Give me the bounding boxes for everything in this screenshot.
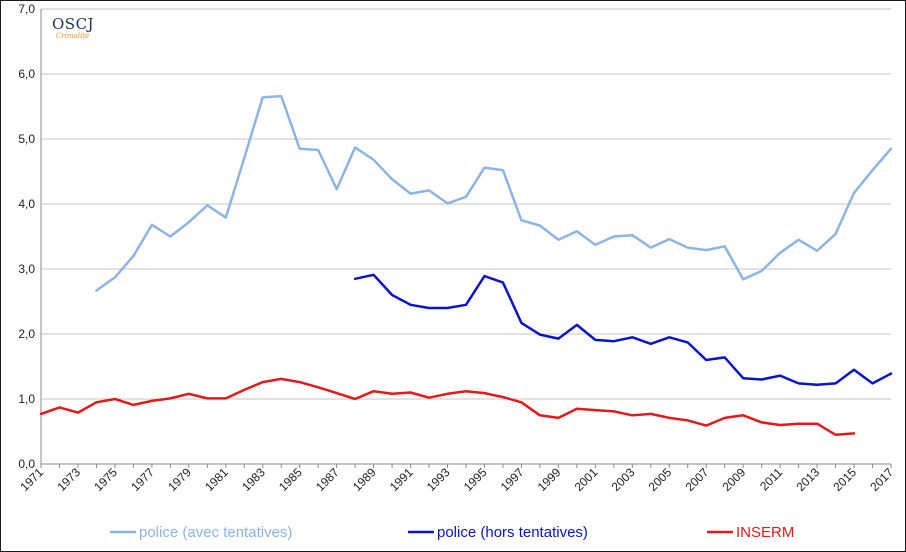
x-tick-label: 2003 <box>609 465 638 494</box>
x-tick-label: 1991 <box>387 465 416 494</box>
x-tick-label: 1989 <box>350 465 379 494</box>
x-tick-label: 1987 <box>313 465 342 494</box>
legend: police (avec tentatives) police (hors ten… <box>110 524 794 541</box>
x-tick-label: 2013 <box>793 465 822 494</box>
x-tick-label: 2017 <box>867 465 896 494</box>
x-tick-label: 2001 <box>572 465 601 494</box>
x-tick-label: 2007 <box>683 465 712 494</box>
y-tick-label: 4,0 <box>18 197 35 211</box>
series-line-0 <box>95 94 893 292</box>
x-tick-label: 1981 <box>202 465 231 494</box>
y-tick-label: 0,0 <box>18 457 35 471</box>
oscj-logo: OSCJ Crimalité <box>52 15 112 43</box>
legend-label: police (hors tentatives) <box>437 524 588 541</box>
y-tick-label: 1,0 <box>18 392 35 406</box>
x-tick-label: 1995 <box>461 465 490 494</box>
x-tick-label: 2015 <box>830 465 859 494</box>
x-tick-label: 1999 <box>535 465 564 494</box>
legend-label: police (avec tentatives) <box>139 524 292 541</box>
x-tick-label: 1993 <box>424 465 453 494</box>
series-line-1 <box>353 273 893 386</box>
x-tick-label: 1973 <box>54 465 83 494</box>
y-tick-label: 5,0 <box>18 132 35 146</box>
y-tick-label: 7,0 <box>18 2 35 16</box>
series-lines <box>39 94 893 437</box>
legend-label: INSERM <box>736 524 794 541</box>
logo-text: OSCJ <box>52 15 95 33</box>
logo-subtext: Crimalité <box>56 32 90 40</box>
series-line-2 <box>39 377 856 437</box>
x-tick-label: 1983 <box>239 465 268 494</box>
x-tick-label: 1985 <box>276 465 305 494</box>
x-tick-label: 1975 <box>91 465 120 494</box>
grid-lines <box>41 8 891 400</box>
x-tick-label: 1979 <box>165 465 194 494</box>
x-tick-label: 2011 <box>757 465 785 493</box>
y-tick-label: 2,0 <box>18 327 35 341</box>
x-tick-label: 2005 <box>646 465 675 494</box>
y-tick-label: 6,0 <box>18 67 35 81</box>
x-tick-label: 2009 <box>720 465 749 494</box>
x-axis: 1971 1973 1975 1977 1979 1981 1983 1985 1987 1989… <box>17 463 896 494</box>
x-tick-label: 1997 <box>498 465 527 494</box>
y-axis: 0,0 1,0 2,0 3,0 4,0 5,0 6,0 7,0 <box>18 2 42 471</box>
y-tick-label: 3,0 <box>18 262 35 276</box>
x-tick-label: 1977 <box>128 465 157 494</box>
